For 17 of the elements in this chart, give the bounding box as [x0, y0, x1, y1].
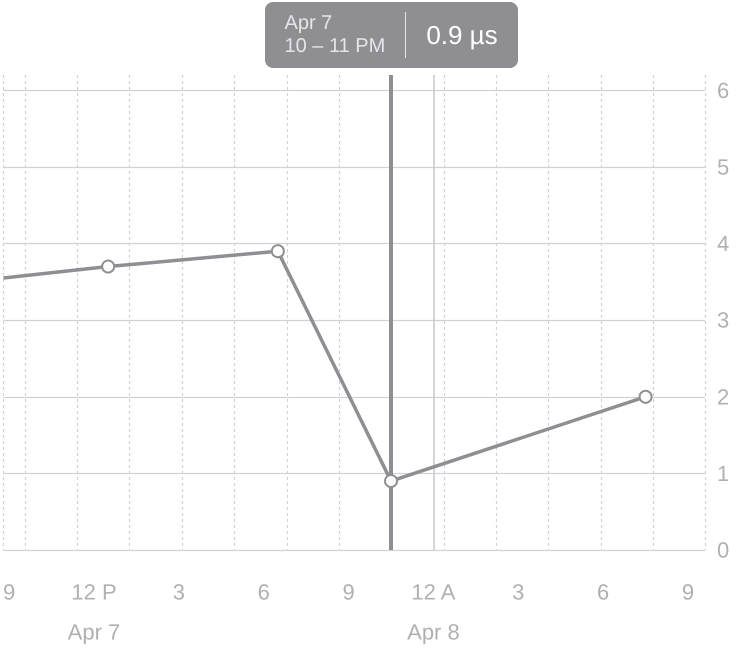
- x-tick-label: 3: [172, 580, 185, 604]
- x-tick-label: 6: [597, 580, 610, 604]
- y-tick-label: 5: [717, 154, 730, 180]
- x-tick-label: 6: [258, 580, 270, 604]
- y-tick-label: 3: [717, 308, 730, 333]
- tooltip-callout: Apr 7 10 – 11 PM 0.9 µs: [264, 2, 518, 68]
- x-tick-label: 12 A Apr 8: [407, 580, 460, 644]
- y-tick-label: 6: [717, 78, 730, 103]
- x-tick-label: 9: [2, 580, 16, 604]
- x-tick-label: 12 P Apr 7: [68, 580, 120, 644]
- y-tick-label: 1: [717, 460, 730, 486]
- y-tick-label: 0: [717, 538, 730, 562]
- x-tick-label: 9: [342, 580, 355, 604]
- y-tick-label: 2: [717, 384, 730, 410]
- x-tick-label: 9: [682, 580, 694, 604]
- x-tick-label: 3: [512, 580, 524, 604]
- y-tick-label: 4: [717, 231, 730, 256]
